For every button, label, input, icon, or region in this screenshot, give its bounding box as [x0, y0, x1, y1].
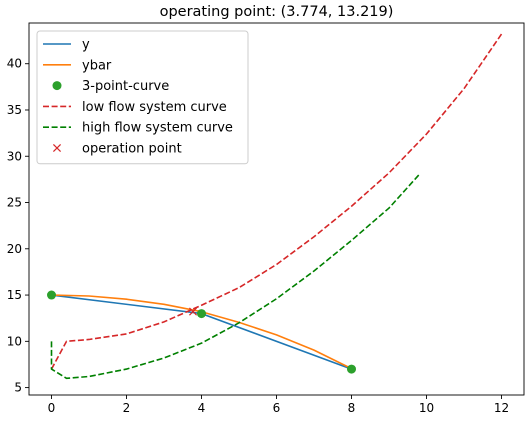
- legend-swatch: [52, 143, 62, 153]
- y-tick-label: 10: [7, 334, 22, 348]
- y-tick-label: 20: [7, 242, 22, 256]
- x-tick-label: 6: [273, 401, 281, 415]
- legend-item-3-point-curve: 3-point-curve: [52, 79, 169, 94]
- x-tick-label: 8: [348, 401, 356, 415]
- y-tick-label: 25: [7, 196, 22, 210]
- legend-item-low-flow-system-curve: low flow system curve: [43, 100, 227, 115]
- data-point-3-point-curve: [47, 290, 56, 300]
- data-point-operation-point: [189, 307, 198, 316]
- legend-label: y: [82, 38, 90, 53]
- legend-box: [36, 30, 249, 165]
- series-line-y: [51, 294, 352, 370]
- series-3-point-curve: [47, 290, 356, 374]
- legend-label: high flow system curve: [82, 121, 233, 136]
- legend-label: low flow system curve: [82, 100, 227, 115]
- series-y: [51, 294, 352, 370]
- series-operation-point: [189, 307, 198, 316]
- x-tick-label: 2: [123, 401, 131, 415]
- series-high-flow-system-curve: [50, 174, 420, 380]
- y-tick-label: 15: [7, 288, 22, 302]
- data-point-3-point-curve: [347, 364, 356, 374]
- series-line-high-flow-system-curve: [50, 174, 420, 380]
- series-layer: [47, 33, 503, 380]
- legend-swatch: [52, 81, 62, 91]
- y-tick-label: 35: [7, 103, 22, 117]
- chart-title: operating point: (3.774, 13.219): [160, 4, 394, 20]
- y-tick-label: 5: [14, 381, 22, 395]
- legend-item-high-flow-system-curve: high flow system curve: [43, 121, 233, 136]
- x-tick-label: 0: [48, 401, 56, 415]
- axes-layer: 0 2 4 6 8 10 12 5 10 15 20 25 30 35 40: [7, 22, 525, 415]
- data-point-3-point-curve: [197, 309, 206, 319]
- x-tick-label: 12: [494, 401, 509, 415]
- legend-item-operation-point: operation point: [52, 142, 182, 157]
- legend-label: ybar: [82, 58, 112, 73]
- series-line-low-flow-system-curve: [50, 33, 503, 370]
- legend-label: 3-point-curve: [82, 79, 169, 94]
- legend-item-ybar: ybar: [43, 58, 112, 73]
- legend: y ybar 3-point-curve low flow system curve h…: [36, 30, 249, 165]
- y-tick-label: 30: [7, 149, 22, 163]
- legend-label: operation point: [82, 142, 182, 157]
- legend-item-y: y: [43, 38, 90, 53]
- y-tick-label: 40: [7, 57, 22, 71]
- series-low-flow-system-curve: [50, 33, 503, 370]
- x-tick-label: 10: [419, 401, 434, 415]
- x-tick-label: 4: [198, 401, 206, 415]
